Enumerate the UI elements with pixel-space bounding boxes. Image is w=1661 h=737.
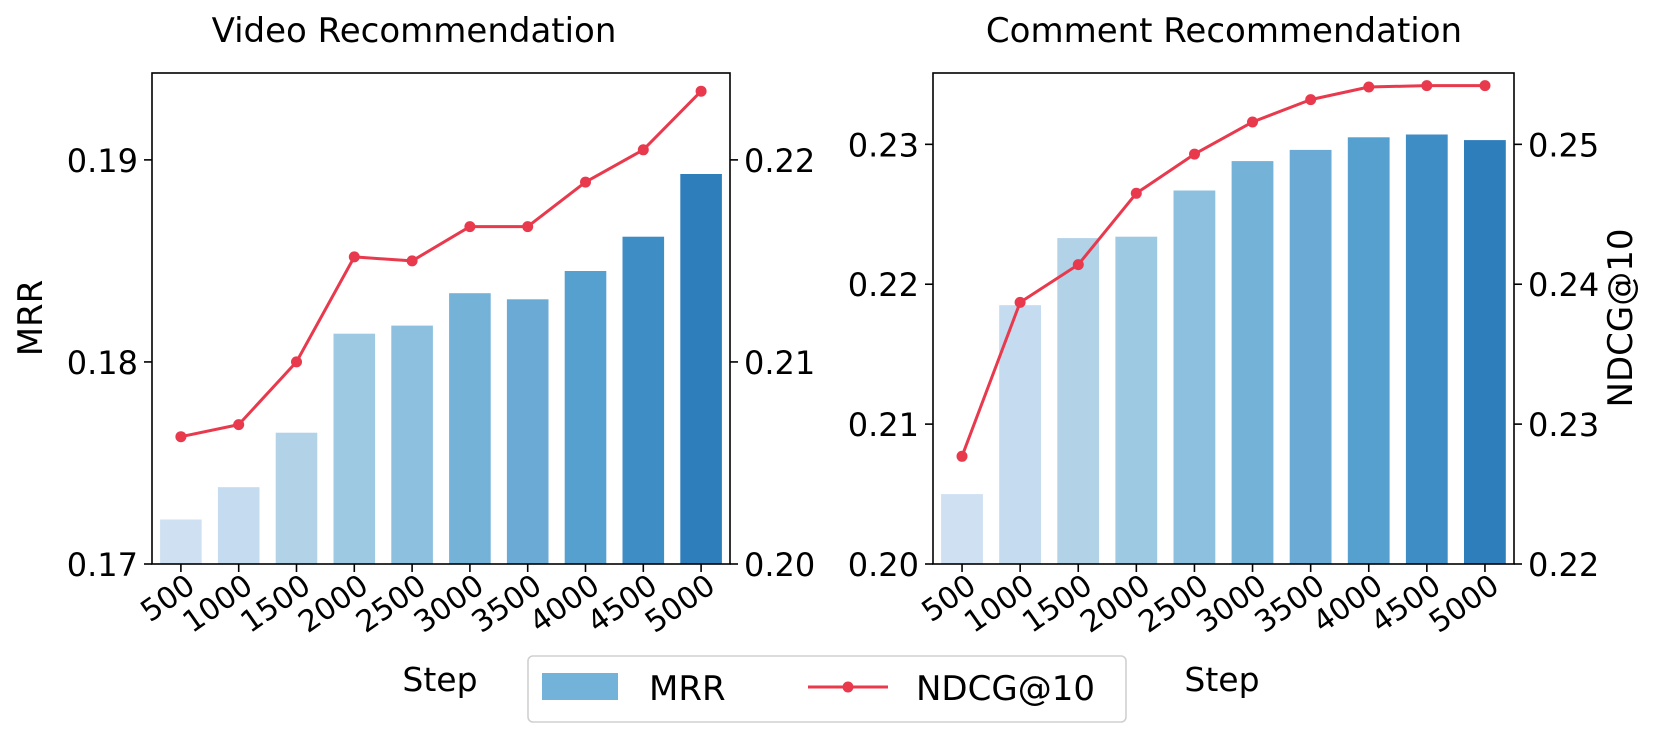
y2-tick-label: 0.20 — [744, 546, 815, 584]
ndcg-point — [522, 221, 534, 233]
ndcg-point — [406, 255, 418, 267]
y2-tick-label: 0.22 — [744, 142, 815, 180]
y-tick-label: 0.21 — [848, 406, 919, 444]
bar-mrr — [1464, 140, 1506, 564]
ndcg-point — [1247, 116, 1258, 128]
right-y-axis: 0.22 0.23 0.24 0.25 — [1514, 126, 1599, 584]
line-series-ndcg — [175, 85, 707, 443]
ndcg-point — [291, 356, 302, 368]
legend-label-mrr: MRR — [649, 669, 726, 709]
ndcg-point — [956, 450, 968, 462]
bar-mrr — [622, 236, 665, 564]
x-tick-label: 5000 — [639, 568, 722, 640]
y-tick-label: 0.19 — [67, 142, 138, 180]
legend-swatch-mrr — [542, 673, 618, 700]
bar-series-mrr — [941, 134, 1506, 565]
ndcg-point — [637, 144, 649, 156]
y2-tick-label: 0.21 — [744, 344, 815, 382]
ndcg-line — [180, 90, 703, 439]
bar-mrr — [941, 494, 983, 564]
bar-mrr — [449, 293, 491, 564]
y-tick-label: 0.17 — [67, 546, 138, 584]
bar-mrr — [680, 174, 722, 564]
y-tick-label: 0.18 — [67, 344, 138, 382]
ndcg-line — [960, 84, 1485, 457]
bar-mrr — [391, 325, 433, 564]
bar-mrr — [564, 271, 607, 564]
ndcg-point — [1130, 187, 1142, 199]
left-y-axis: 0.17 0.18 0.19 — [67, 142, 152, 584]
ndcg-point — [1421, 80, 1433, 92]
bar-mrr — [1057, 238, 1100, 564]
y2-tick-label: 0.24 — [1528, 266, 1599, 304]
y-tick-label: 0.22 — [848, 266, 919, 304]
x-tick-label: 5000 — [1423, 568, 1506, 640]
bar-mrr — [1347, 137, 1390, 565]
legend-label-ndcg: NDCG@10 — [916, 669, 1095, 709]
bar-mrr — [1115, 236, 1158, 564]
ndcg-point — [695, 85, 707, 97]
legend-marker-ndcg — [842, 681, 854, 693]
bar-mrr — [999, 305, 1041, 564]
bar-mrr — [1405, 134, 1448, 564]
legend-box — [527, 655, 1127, 723]
chart-title: Video Recommendation — [212, 11, 617, 51]
bar-mrr — [506, 299, 549, 564]
y2-tick-label: 0.25 — [1528, 126, 1599, 164]
ndcg-point — [580, 176, 591, 188]
ndcg-point — [1479, 80, 1491, 92]
line-series-ndcg — [956, 80, 1491, 462]
ndcg-point — [348, 251, 360, 263]
bar-series-mrr — [160, 174, 722, 564]
y2-tick-label: 0.22 — [1528, 546, 1599, 584]
y-axis-label: MRR — [11, 280, 51, 357]
legend: MRR NDCG@10 — [527, 655, 1127, 723]
bar-mrr — [217, 487, 260, 564]
panel-video-recommendation: Video Recommendation 0.170.180.19 0.200.… — [11, 11, 815, 699]
bar-mrr — [160, 519, 202, 564]
ndcg-point — [233, 419, 245, 431]
ndcg-point — [1072, 259, 1084, 271]
ndcg-point — [1014, 296, 1026, 308]
bar-mrr — [275, 432, 318, 564]
ndcg-point — [1363, 81, 1375, 93]
chart-title: Comment Recommendation — [986, 11, 1462, 51]
plot-frame — [932, 72, 1515, 565]
ndcg-point — [175, 431, 187, 443]
plot-frame — [151, 72, 731, 565]
panel-comment-recommendation: Comment Recommendation 0.200.210.220.23 … — [848, 11, 1641, 699]
ndcg-point — [1305, 94, 1317, 106]
x-axis-label: Step — [402, 660, 477, 699]
bar-mrr — [1289, 149, 1332, 564]
x-axis-label: Step — [1184, 660, 1259, 699]
y2-tick-label: 0.23 — [1528, 406, 1599, 444]
bar-mrr — [1231, 161, 1274, 564]
bar-mrr — [333, 333, 376, 564]
ndcg-point — [1189, 148, 1200, 160]
ndcg-point — [464, 221, 476, 233]
y2-axis-label: NDCG@10 — [1601, 229, 1641, 408]
left-y-axis: 0.20 0.21 0.22 0.23 — [848, 126, 933, 584]
right-y-axis: 0.20 0.21 0.22 — [730, 142, 815, 584]
y-tick-label: 0.20 — [848, 546, 919, 584]
y-tick-label: 0.23 — [848, 126, 919, 164]
bar-mrr — [1173, 190, 1216, 564]
